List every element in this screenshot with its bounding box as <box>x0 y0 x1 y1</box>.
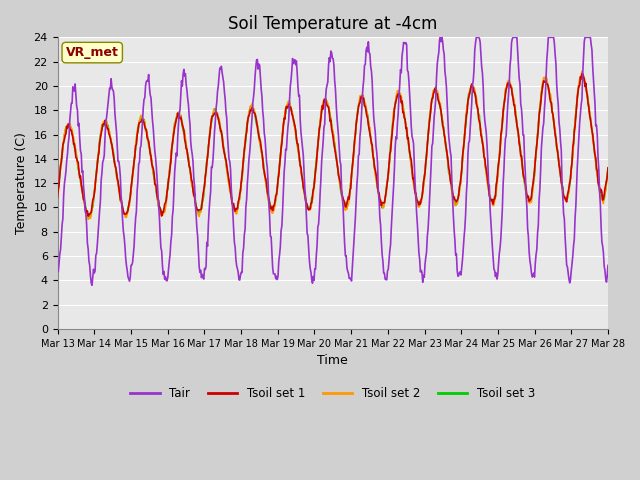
Text: VR_met: VR_met <box>66 46 118 59</box>
X-axis label: Time: Time <box>317 354 348 367</box>
Title: Soil Temperature at -4cm: Soil Temperature at -4cm <box>228 15 438 33</box>
Legend: Tair, Tsoil set 1, Tsoil set 2, Tsoil set 3: Tair, Tsoil set 1, Tsoil set 2, Tsoil se… <box>125 383 540 405</box>
Y-axis label: Temperature (C): Temperature (C) <box>15 132 28 234</box>
